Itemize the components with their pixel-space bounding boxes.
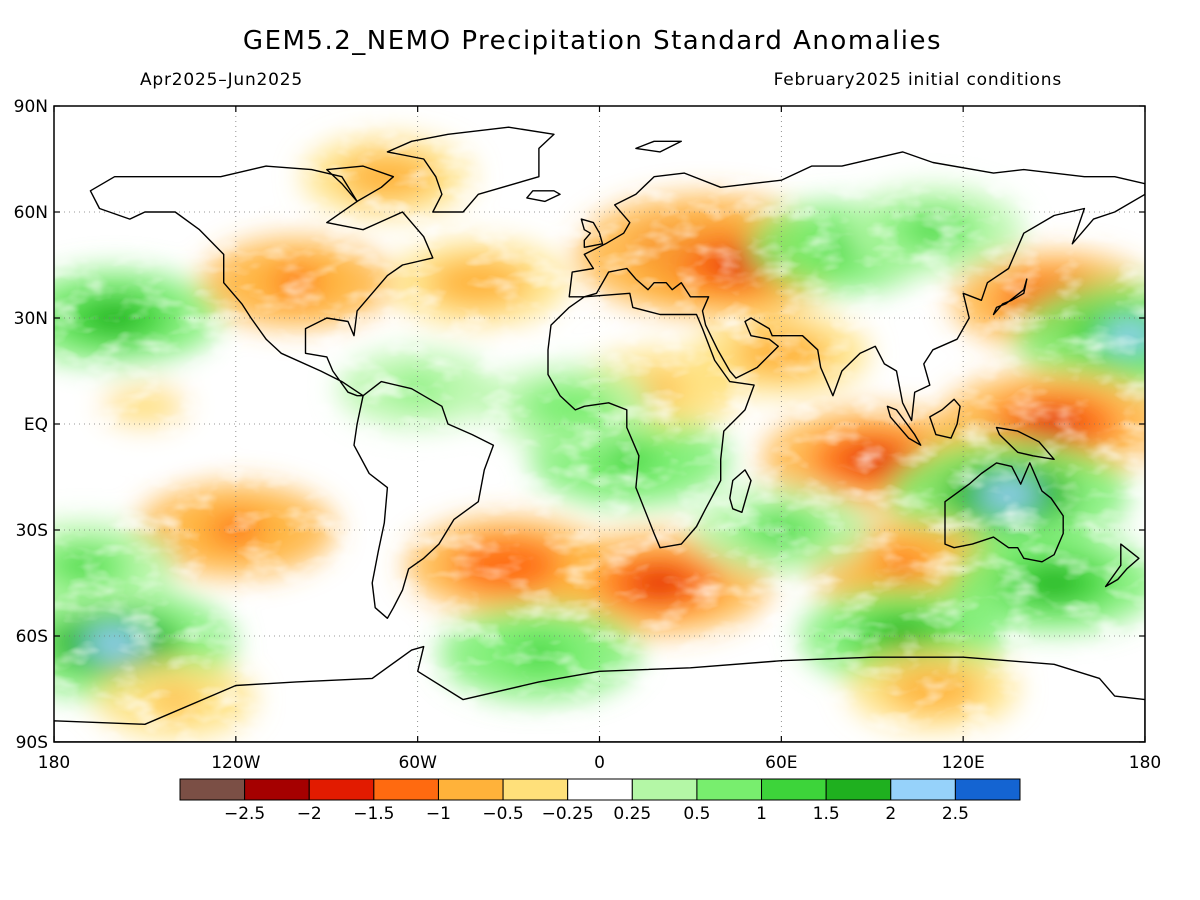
- colorbar: −2.5 −2 −1.5 −1 −0.5 −0.25 0.25 0.5 1 1.5 2 2.5: [179, 778, 1021, 824]
- colorbar-swatch: [373, 778, 439, 801]
- lon-tick-label: 120E: [942, 753, 985, 773]
- coastline-eurasia: [568, 151, 1145, 422]
- lat-tick-label: EQ: [24, 415, 48, 435]
- colorbar-label: −0.5: [482, 804, 523, 824]
- coastline-svalbard: [635, 140, 682, 153]
- coastline-antarctica: [54, 645, 1145, 742]
- lat-tick-label: 60S: [16, 627, 48, 647]
- colorbar-swatch: [437, 778, 504, 801]
- coastline-madagascar: [729, 469, 752, 513]
- coastline-sumatra: [886, 405, 922, 446]
- lon-tick-label: 180: [1129, 753, 1161, 773]
- lat-tick-label: 60N: [14, 203, 48, 223]
- initial-conditions-label: February2025 initial conditions: [773, 70, 1062, 90]
- colorbar-label: 0.5: [683, 804, 710, 824]
- coastline-baffin-island: [326, 165, 395, 203]
- colorbar-swatch: [631, 778, 698, 801]
- colorbar-swatch: [825, 778, 892, 801]
- colorbar-swatch: [761, 778, 827, 801]
- coastline-united-kingdom: [580, 218, 604, 248]
- colorbar-swatch: [567, 778, 633, 801]
- coastline-new-guinea: [995, 426, 1055, 460]
- coastline-iceland: [526, 190, 561, 203]
- lon-tick-label: 60W: [398, 753, 437, 773]
- colorbar-label: −2.5: [224, 804, 265, 824]
- colorbar-swatch: [890, 778, 956, 801]
- figure-title: GEM5.2_NEMO Precipitation Standard Anoma…: [242, 26, 943, 56]
- colorbar-swatch: [179, 778, 246, 801]
- colorbar-swatch: [696, 778, 763, 801]
- colorbar-label: −0.25: [542, 804, 594, 824]
- lon-tick-label: 120W: [211, 753, 260, 773]
- coastline-north-america: [89, 165, 434, 397]
- lon-tick-label: 180: [38, 753, 70, 773]
- lat-tick-label: 90S: [16, 733, 48, 753]
- lon-tick-label: 0: [594, 753, 605, 773]
- graticule: [54, 106, 1145, 742]
- coastline-australia: [944, 462, 1064, 563]
- colorbar-label: 1: [756, 804, 767, 824]
- colorbar-swatch: [308, 778, 375, 801]
- colorbar-label: −1.5: [353, 804, 394, 824]
- lat-tick-label: 30N: [14, 309, 48, 329]
- coastline-africa: [547, 292, 755, 549]
- lat-tick-label: 90N: [14, 97, 48, 117]
- coastline-south-america: [353, 380, 495, 619]
- colorbar-swatch: [954, 778, 1021, 801]
- colorbar-label: 2: [885, 804, 896, 824]
- colorbar-swatch: [502, 778, 569, 801]
- colorbar-label: −2: [297, 804, 322, 824]
- forecast-period: Apr2025–Jun2025: [140, 70, 303, 90]
- lon-tick-label: 60E: [765, 753, 797, 773]
- colorbar-swatch: [244, 778, 310, 801]
- coastline-borneo: [929, 398, 961, 439]
- coastline-new-zealand: [1104, 543, 1140, 588]
- colorbar-label: 1.5: [813, 804, 840, 824]
- colorbar-label: 2.5: [942, 804, 969, 824]
- coastline-greenland: [386, 126, 555, 213]
- coastlines: [54, 126, 1145, 742]
- lat-tick-label: 30S: [16, 521, 48, 541]
- colorbar-label: 0.25: [613, 804, 651, 824]
- coastline-japan: [992, 278, 1028, 316]
- colorbar-label: −1: [426, 804, 451, 824]
